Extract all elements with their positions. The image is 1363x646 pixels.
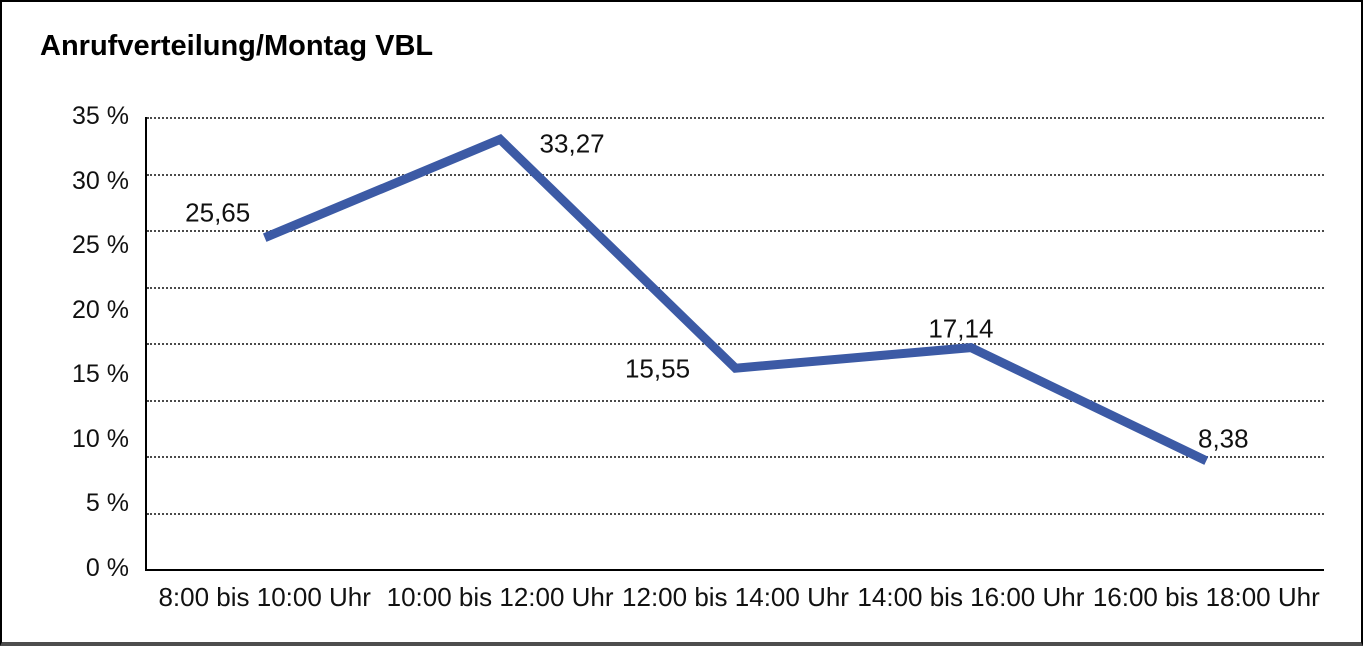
x-axis-category-label: 8:00 bis 10:00 Uhr — [158, 582, 371, 612]
gridline — [147, 230, 1324, 232]
data-point-label: 25,65 — [185, 197, 251, 228]
gridline — [147, 399, 1324, 402]
y-axis-tick-label: 5 % — [85, 489, 129, 518]
gridline — [147, 117, 1324, 119]
data-point-label: 33,27 — [539, 128, 605, 159]
gridline — [147, 456, 1324, 458]
x-axis-category-label: 16:00 bis 18:00 Uhr — [1092, 582, 1320, 612]
y-axis-tick-label: 30 % — [72, 166, 129, 195]
y-axis-tick-label: 15 % — [72, 360, 129, 389]
gridline — [147, 173, 1324, 176]
x-axis-category-label: 14:00 bis 16:00 Uhr — [857, 582, 1085, 612]
chart-title: Anrufverteilung/Montag VBL — [40, 30, 434, 62]
data-point-label: 17,14 — [928, 313, 994, 344]
gridline — [147, 512, 1324, 515]
data-line — [262, 134, 1209, 465]
x-axis-category-label: 10:00 bis 12:00 Uhr — [386, 582, 614, 612]
y-axis-tick-label: 0 % — [85, 553, 129, 582]
y-axis-tick-label: 35 % — [72, 101, 129, 130]
data-point-label: 15,55 — [624, 353, 691, 384]
data-point-label: 8,38 — [1197, 423, 1249, 454]
gridline — [147, 343, 1324, 345]
x-axis-line — [145, 569, 1324, 571]
y-axis-line — [145, 117, 147, 571]
y-axis-tick-label: 25 % — [72, 231, 129, 260]
y-axis-tick-label: 10 % — [72, 424, 129, 453]
x-axis-category-label: 12:00 bis 14:00 Uhr — [622, 582, 849, 612]
y-axis-tick-label: 20 % — [72, 295, 129, 324]
gridline — [147, 286, 1324, 289]
